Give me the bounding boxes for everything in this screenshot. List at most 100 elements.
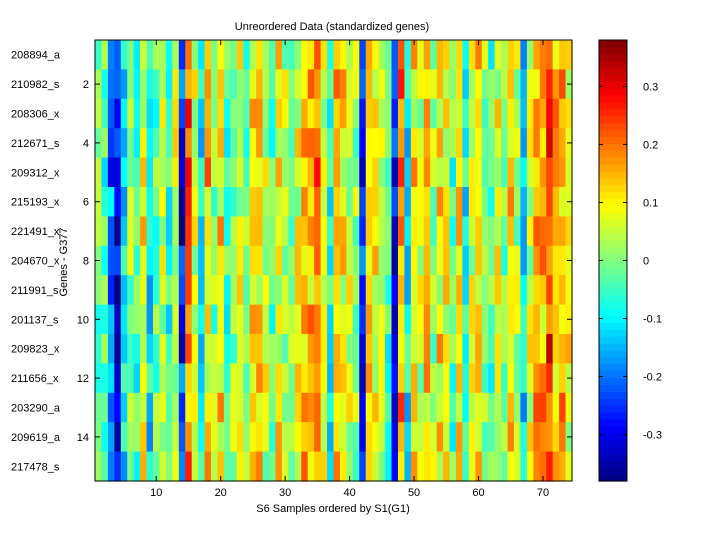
heatmap-cell — [314, 157, 322, 188]
heatmap-cell — [281, 363, 289, 394]
heatmap-cell — [481, 69, 489, 100]
heatmap-cell — [204, 392, 212, 423]
heatmap-cell — [327, 304, 335, 335]
heatmap-cell — [172, 392, 180, 423]
heatmap-cell — [539, 304, 547, 335]
heatmap-cell — [475, 69, 483, 100]
heatmap-cell — [236, 187, 244, 217]
heatmap-cell — [339, 451, 347, 482]
colorbar-swatch — [599, 170, 627, 179]
heatmap-cell — [140, 245, 148, 276]
heatmap-cell — [301, 363, 309, 394]
heatmap-cell — [165, 363, 173, 394]
heatmap-cell — [417, 128, 425, 159]
heatmap-cell — [494, 334, 502, 364]
heatmap-cell — [114, 304, 122, 335]
heatmap-cell — [249, 157, 257, 188]
heatmap-cell — [488, 304, 496, 335]
heatmap-cell — [385, 40, 393, 70]
heatmap-cell — [198, 392, 206, 423]
heatmap-cell — [236, 392, 244, 423]
heatmap-cell — [198, 363, 206, 394]
heatmap-cell — [391, 304, 399, 335]
heatmap-cell — [294, 304, 302, 335]
heatmap-cell — [449, 451, 457, 482]
colorbar-swatch — [599, 467, 627, 475]
heatmap-cell — [436, 187, 444, 217]
heatmap-cell — [327, 187, 335, 217]
heatmap-cell — [539, 128, 547, 159]
heatmap-cell — [327, 157, 335, 188]
heatmap-cell — [352, 422, 360, 453]
heatmap-cell — [217, 392, 225, 423]
heatmap-cell — [359, 216, 367, 247]
heatmap-cell — [397, 98, 406, 129]
heatmap-cell — [501, 334, 509, 364]
colorbar-swatch — [599, 363, 627, 372]
heatmap-cell — [494, 128, 502, 159]
heatmap-cell — [565, 334, 573, 364]
heatmap-cell — [423, 157, 431, 188]
heatmap-cell — [385, 392, 393, 423]
heatmap-cell — [243, 157, 251, 188]
heatmap-cell — [217, 128, 225, 159]
colorbar-swatch — [599, 377, 627, 386]
heatmap-cell — [423, 451, 431, 482]
heatmap-cell — [436, 363, 444, 394]
heatmap-cell — [159, 334, 167, 364]
heatmap-cell — [404, 451, 412, 482]
heatmap-cell — [501, 40, 509, 70]
heatmap-cell — [404, 69, 412, 100]
heatmap-cell — [133, 304, 141, 335]
colorbar-swatch — [599, 232, 627, 241]
heatmap-cell — [211, 245, 219, 276]
heatmap-cell — [211, 363, 219, 394]
heatmap-cell — [352, 216, 360, 247]
heatmap-cell — [101, 40, 109, 70]
heatmap-cell — [526, 40, 534, 70]
heatmap-cell — [449, 40, 457, 70]
heatmap-cell — [352, 128, 360, 159]
heatmap-cell — [520, 304, 528, 335]
heatmap-cell — [333, 392, 341, 423]
heatmap-cell — [333, 304, 341, 335]
heatmap-cell — [430, 40, 438, 70]
y-axis-label: Genes - G377 — [58, 227, 70, 296]
heatmap-cell — [436, 69, 444, 100]
heatmap-cell — [153, 392, 161, 423]
heatmap-cell — [236, 98, 244, 129]
heatmap-cell — [307, 98, 315, 129]
heatmap-cell — [520, 216, 528, 247]
y-tick-label: 12 — [77, 373, 89, 385]
colorbar-swatch — [599, 301, 627, 310]
heatmap-cell — [365, 304, 373, 335]
heatmap-cell — [204, 40, 212, 70]
heatmap-cell — [249, 187, 257, 217]
heatmap-cell — [107, 392, 115, 423]
heatmap-cell — [449, 363, 457, 394]
heatmap-cell — [288, 363, 296, 394]
colorbar-tick-label: -0.3 — [643, 430, 662, 442]
heatmap-cell — [533, 157, 541, 188]
heatmap-cell — [507, 304, 515, 335]
heatmap-cell — [365, 216, 373, 247]
heatmap-cell — [288, 275, 296, 306]
heatmap-cell — [494, 451, 502, 482]
heatmap-cell — [417, 451, 425, 482]
heatmap-cell — [120, 275, 128, 306]
heatmap-cell — [533, 98, 541, 129]
heatmap-cell — [346, 304, 354, 335]
heatmap-cell — [494, 392, 502, 423]
gene-label: 212671_s — [11, 138, 60, 150]
colorbar-swatch — [599, 184, 627, 193]
heatmap-cell — [159, 245, 167, 276]
heatmap-cell — [385, 451, 393, 482]
heatmap-cell — [513, 363, 522, 394]
heatmap-cell — [559, 128, 567, 159]
heatmap-cell — [423, 363, 431, 394]
heatmap-cell — [539, 187, 547, 217]
heatmap-cell — [539, 334, 547, 364]
heatmap-cell — [391, 40, 399, 70]
heatmap-cell — [520, 363, 528, 394]
gene-label: 211991_s — [11, 285, 59, 297]
